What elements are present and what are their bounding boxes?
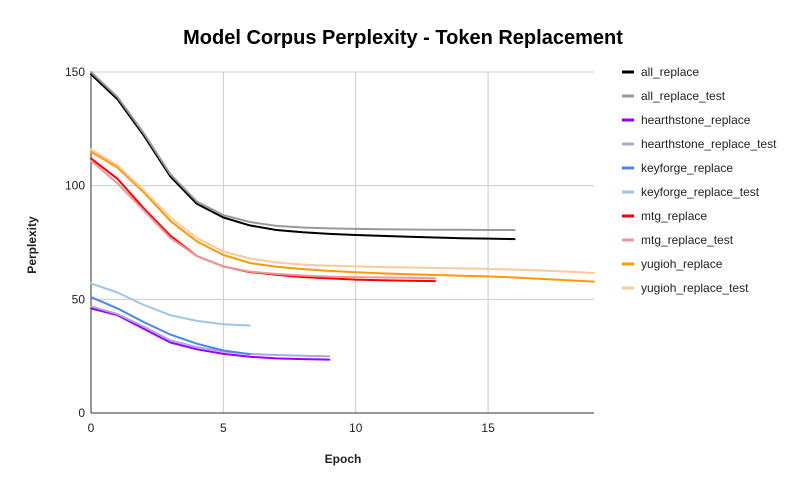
series-line-keyforge_replace_test — [90, 282, 251, 327]
legend-label-hearthstone_replace_test: hearthstone_replace_test — [641, 137, 777, 151]
y-tick-label: 100 — [65, 179, 85, 193]
series-line-yugioh_replace — [90, 150, 595, 283]
series-line-keyforge_replace — [90, 296, 251, 356]
y-tick-label: 0 — [78, 406, 85, 420]
x-tick-label: 0 — [88, 421, 95, 435]
series-line-all_replace_test — [90, 71, 516, 231]
series-line-mtg_replace_test — [90, 159, 437, 280]
series-lines — [90, 71, 595, 361]
y-axis-ticks: 0 50 100 150 — [65, 65, 85, 420]
axes — [90, 72, 594, 414]
x-tick-label: 10 — [349, 421, 363, 435]
legend-label-mtg_replace: mtg_replace — [641, 209, 707, 223]
series-line-hearthstone_replace — [90, 307, 331, 361]
legend-label-hearthstone_replace: hearthstone_replace — [641, 113, 751, 127]
x-axis-ticks: 0 5 10 15 — [88, 421, 495, 435]
legend-label-all_replace: all_replace — [641, 65, 699, 79]
series-line-all_replace — [90, 73, 516, 241]
series-line-hearthstone_replace_test — [90, 305, 331, 358]
series-line-yugioh_replace_test — [90, 148, 595, 274]
legend-label-yugioh_replace: yugioh_replace — [641, 257, 723, 271]
legend-label-all_replace_test: all_replace_test — [641, 89, 726, 103]
chart-title: Model Corpus Perplexity - Token Replacem… — [183, 27, 623, 49]
x-axis-label: Epoch — [325, 452, 362, 466]
y-tick-label: 150 — [65, 65, 85, 79]
x-tick-label: 15 — [481, 421, 495, 435]
legend-label-mtg_replace_test: mtg_replace_test — [641, 233, 734, 247]
y-tick-label: 50 — [72, 292, 86, 306]
y-axis-label: Perplexity — [25, 216, 39, 274]
series-line-mtg_replace — [90, 157, 437, 283]
legend-label-yugioh_replace_test: yugioh_replace_test — [641, 281, 749, 295]
gridlines — [91, 71, 594, 413]
legend-label-keyforge_replace_test: keyforge_replace_test — [641, 185, 760, 199]
legend: all_replace all_replace_test hearthstone_r… — [622, 65, 777, 295]
legend-label-keyforge_replace: keyforge_replace — [641, 161, 733, 175]
x-tick-label: 5 — [220, 421, 227, 435]
